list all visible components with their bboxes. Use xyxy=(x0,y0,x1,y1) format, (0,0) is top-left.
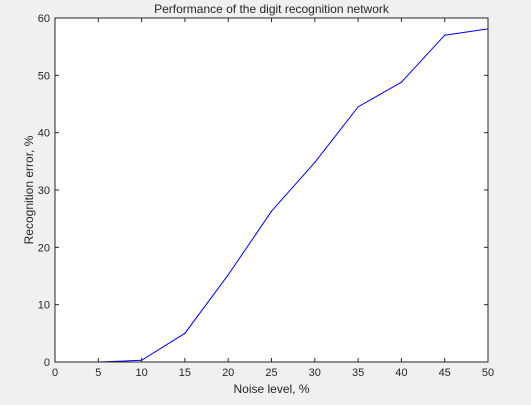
y-axis-label: Recognition error, % xyxy=(22,135,36,244)
chart-title: Performance of the digit recognition net… xyxy=(154,2,390,16)
data-point xyxy=(444,34,446,36)
x-tick-label: 25 xyxy=(265,367,277,379)
data-point xyxy=(184,332,186,334)
x-tick-label: 0 xyxy=(52,367,58,379)
x-tick-label: 5 xyxy=(95,367,101,379)
data-point xyxy=(270,210,273,212)
x-tick-label: 45 xyxy=(439,367,451,379)
ticks-layer: 0 5 10 15 20 25 30 35 40 45 50 0 10 20 30 40 50 60 xyxy=(38,13,494,379)
y-tick-label: 50 xyxy=(38,70,50,82)
y-tick-label: 20 xyxy=(38,242,50,254)
data-point xyxy=(227,274,229,276)
x-tick-label: 15 xyxy=(179,367,191,379)
x-axis-label: Noise level, % xyxy=(233,382,309,396)
x-tick-label: 35 xyxy=(352,367,364,379)
x-tick-label: 40 xyxy=(395,367,407,379)
plot-area-background xyxy=(55,18,488,362)
plot-area-frame xyxy=(54,17,489,363)
y-tick-label: 10 xyxy=(38,300,50,312)
x-tick-label: 50 xyxy=(482,367,494,379)
data-point xyxy=(357,106,359,108)
data-point xyxy=(400,81,402,83)
x-tick-label: 10 xyxy=(135,367,147,379)
y-tick-label: 60 xyxy=(38,13,50,25)
y-tick-label: 40 xyxy=(38,128,50,140)
y-tick-label: 30 xyxy=(38,185,50,197)
data-point xyxy=(314,161,316,164)
x-tick-label: 30 xyxy=(309,367,321,379)
y-tick-label: 0 xyxy=(44,357,50,369)
x-tick-label: 20 xyxy=(222,367,234,379)
